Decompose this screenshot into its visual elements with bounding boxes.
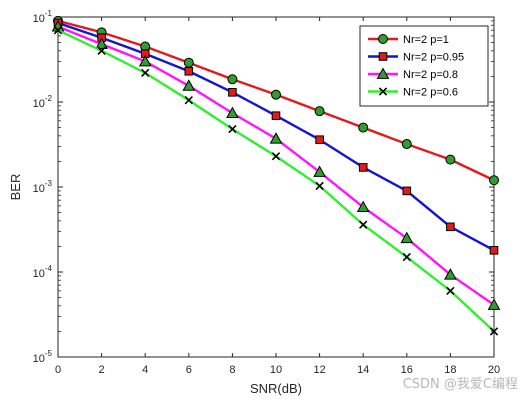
data-point — [184, 96, 193, 105]
x-tick-label: 8 — [229, 364, 235, 376]
data-point — [358, 122, 369, 133]
data-point — [445, 154, 456, 165]
data-point — [97, 46, 106, 55]
data-point — [271, 89, 281, 100]
data-point — [271, 152, 281, 161]
data-point — [489, 327, 499, 336]
data-point — [228, 124, 237, 134]
data-point — [315, 181, 324, 191]
data-point — [141, 68, 150, 78]
x-tick-labels: 0 2 4 6 8 10 12 14 16 18 20 — [55, 364, 500, 376]
legend-marker — [378, 52, 388, 61]
data-point — [313, 165, 326, 177]
x-tick-label: 16 — [401, 364, 413, 376]
data-point — [446, 286, 455, 296]
y-axis-label: BER — [8, 174, 23, 201]
legend-item: Nr=2 p=0.95 — [368, 52, 464, 64]
data-point — [227, 74, 238, 85]
data-point — [489, 246, 499, 255]
data-point — [269, 132, 283, 144]
data-point — [402, 186, 412, 196]
x-tick-label: 14 — [357, 364, 369, 376]
data-point — [95, 37, 108, 49]
x-axis-label: SNR(dB) — [250, 381, 302, 396]
series-4 — [53, 26, 499, 336]
data-point — [444, 268, 457, 280]
x-tick-label: 2 — [99, 364, 105, 376]
watermark: CSDN @我爱C编程 — [403, 377, 518, 392]
data-point — [358, 163, 368, 172]
y-tick-label: 10-5 — [33, 349, 53, 365]
y-tick-label: 10-2 — [33, 94, 53, 110]
data-point — [402, 252, 411, 262]
data-point — [183, 57, 194, 68]
series-layer — [51, 15, 501, 336]
legend: Nr=2 p=1 Nr=2 p=0.95 Nr=2 p=0.8 Nr=2 p=0.6 — [359, 25, 489, 107]
x-tick-label: 10 — [270, 364, 282, 376]
legend-marker — [378, 87, 388, 96]
data-point — [226, 106, 239, 119]
data-point — [487, 298, 501, 310]
legend-item: Nr=2 p=1 — [368, 34, 449, 46]
series-3 — [51, 20, 501, 310]
x-tick-label: 20 — [488, 364, 500, 376]
data-point — [228, 88, 237, 97]
x-tick-label: 6 — [186, 364, 192, 376]
x-tick-label: 0 — [55, 364, 61, 376]
legend-item: Nr=2 p=0.6 — [368, 87, 458, 99]
legend-item: Nr=2 p=0.8 — [368, 67, 458, 81]
data-point — [271, 111, 281, 120]
data-point — [184, 66, 194, 76]
x-tick-label: 4 — [142, 364, 148, 376]
data-point — [401, 139, 412, 150]
data-point — [182, 79, 196, 91]
y-tick-label: 10-3 — [33, 179, 53, 195]
legend-marker — [376, 67, 390, 79]
y-tick-label: 10-4 — [33, 264, 53, 280]
x-tick-label: 12 — [313, 364, 325, 376]
legend-marker — [378, 34, 388, 44]
data-point — [138, 54, 152, 67]
x-tick-label: 18 — [444, 364, 456, 376]
data-point — [356, 200, 370, 213]
legend-label: Nr=2 p=0.8 — [403, 69, 458, 81]
data-point — [315, 135, 324, 145]
data-point — [446, 222, 455, 232]
data-point — [400, 231, 414, 244]
data-point — [53, 26, 63, 35]
data-point — [359, 220, 368, 229]
data-point — [314, 106, 325, 117]
y-tick-label: 10-1 — [33, 9, 53, 25]
legend-label: Nr=2 p=0.6 — [403, 87, 458, 99]
y-tick-labels: 10-5 10-4 10-3 10-2 10-1 — [33, 9, 53, 365]
data-point — [489, 175, 499, 186]
legend-label: Nr=2 p=1 — [403, 34, 449, 46]
legend-label: Nr=2 p=0.95 — [403, 52, 464, 64]
